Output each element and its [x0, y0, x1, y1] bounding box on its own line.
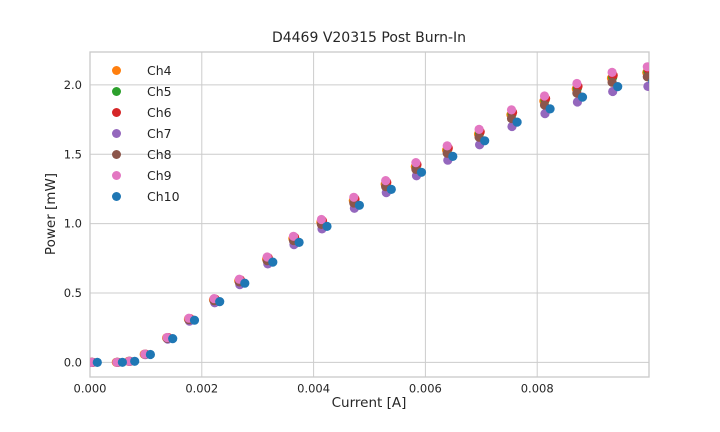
data-point: [545, 104, 555, 114]
data-point: [189, 315, 200, 325]
scatter-points: [90, 62, 649, 367]
legend-item-ch5: Ch5: [111, 81, 180, 102]
data-point: [539, 91, 550, 101]
data-point: [354, 200, 364, 210]
data-point: [92, 357, 102, 367]
legend-label: Ch7: [147, 126, 172, 141]
legend-item-ch8: Ch8: [111, 144, 180, 165]
data-point: [268, 257, 278, 267]
legend-marker-icon: [112, 171, 121, 180]
legend-item-ch6: Ch6: [111, 102, 180, 123]
plot-border: [89, 51, 650, 378]
data-point: [442, 141, 452, 151]
legend-marker-icon: [112, 66, 121, 75]
data-point: [613, 82, 623, 92]
legend-label: Ch6: [147, 105, 172, 120]
data-point: [607, 67, 617, 77]
y-tick-label: 0.0: [64, 355, 82, 369]
legend-marker-icon: [112, 108, 121, 117]
data-point: [642, 72, 649, 82]
data-point: [480, 136, 490, 146]
data-point: [386, 184, 396, 194]
series-ch9: [90, 62, 649, 367]
legend-label: Ch9: [147, 168, 172, 183]
data-point: [643, 81, 649, 91]
data-point: [168, 334, 178, 344]
legend: Ch4 Ch5 Ch6 Ch7 Ch8 Ch9 Ch10: [111, 60, 180, 207]
x-tick-label: 0.006: [409, 382, 442, 396]
data-point: [506, 105, 517, 115]
legend-marker-icon: [112, 129, 121, 138]
data-point: [512, 117, 522, 127]
legend-marker-icon: [112, 192, 121, 201]
legend-marker-icon: [112, 87, 121, 96]
data-point: [130, 356, 140, 366]
y-tick-label: 2.0: [64, 78, 82, 92]
data-point: [474, 124, 484, 134]
data-point: [288, 231, 299, 241]
y-tick-label: 1.5: [64, 147, 82, 161]
y-axis-label: Power [mW]: [43, 172, 59, 256]
data-point: [215, 297, 225, 307]
legend-label: Ch5: [147, 84, 172, 99]
y-tick-label: 1.0: [64, 217, 82, 231]
data-point: [322, 221, 332, 231]
y-tick-label: 0.5: [64, 286, 82, 300]
data-point: [145, 349, 155, 360]
data-point: [642, 62, 649, 72]
x-tick-label: 0.002: [185, 382, 218, 396]
data-point: [381, 176, 391, 186]
legend-item-ch9: Ch9: [111, 165, 180, 186]
data-point: [448, 151, 458, 161]
data-point: [416, 167, 427, 177]
legend-item-ch4: Ch4: [111, 60, 180, 81]
data-point: [294, 237, 304, 247]
legend-label: Ch10: [147, 189, 180, 204]
x-axis-label: Current [A]: [331, 395, 407, 411]
x-tick-label: 0.004: [297, 382, 330, 396]
data-point: [577, 92, 588, 102]
x-tick-label: 0.008: [521, 382, 554, 396]
legend-label: Ch4: [147, 63, 172, 78]
legend-marker-icon: [112, 150, 121, 159]
legend-item-ch10: Ch10: [111, 186, 180, 207]
x-tick-label: 0.000: [74, 382, 107, 396]
series-ch10: [92, 78, 649, 367]
data-point: [349, 192, 359, 202]
data-point: [240, 278, 250, 288]
data-point: [648, 78, 649, 84]
chart-title: D4469 V20315 Post Burn-In: [271, 30, 467, 46]
data-point: [572, 78, 582, 89]
data-point: [117, 357, 127, 367]
data-point: [411, 158, 421, 168]
data-point: [316, 214, 326, 225]
legend-label: Ch8: [147, 147, 172, 162]
legend-item-ch7: Ch7: [111, 123, 180, 144]
